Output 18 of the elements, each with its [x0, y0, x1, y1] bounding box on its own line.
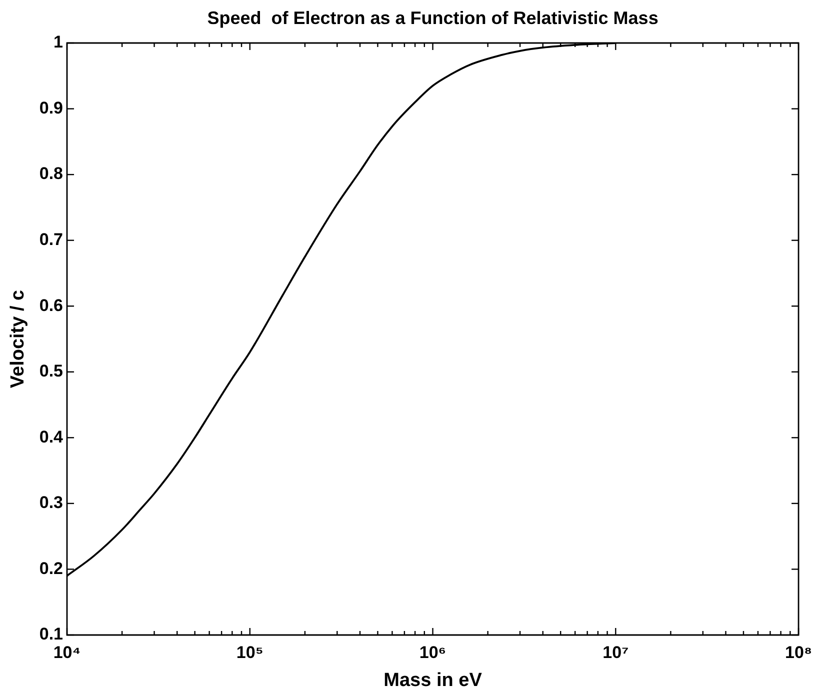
- x-tick-label: 10⁶: [419, 642, 446, 662]
- y-tick-label: 0.3: [39, 493, 63, 512]
- y-tick-label: 0.9: [39, 98, 63, 118]
- x-tick-label: 10⁴: [53, 642, 81, 662]
- y-tick-label: 1: [54, 32, 63, 52]
- y-axis-title: Velocity / c: [8, 289, 29, 388]
- x-axis-title: Mass in eV: [384, 670, 482, 691]
- chart-title: Speed of Electron as a Function of Relativistic Mass: [207, 8, 658, 28]
- y-tick-label: 0.4: [39, 427, 64, 446]
- y-tick-label: 0.6: [39, 296, 63, 315]
- x-tick-label: 10⁸: [785, 642, 812, 662]
- y-tick-label: 0.8: [39, 164, 63, 184]
- y-tick-label: 0.7: [39, 230, 63, 250]
- y-tick-label: 0.1: [39, 624, 63, 644]
- x-tick-label: 10⁵: [236, 642, 264, 662]
- y-tick-label: 0.5: [39, 362, 63, 381]
- y-tick-label: 0.2: [39, 558, 63, 578]
- x-tick-label: 10⁷: [602, 642, 629, 662]
